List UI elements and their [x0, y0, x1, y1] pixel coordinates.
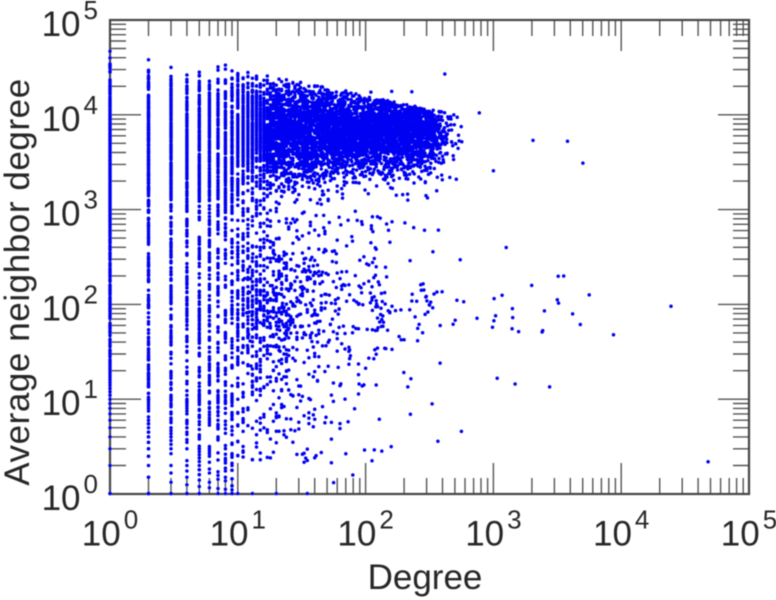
svg-text:Degree: Degree: [368, 558, 483, 597]
svg-text:105: 10 5: [42, 0, 98, 44]
svg-text:105: 10 5: [721, 505, 776, 554]
svg-text:101: 10 1: [210, 505, 266, 554]
svg-text:102: 10 2: [42, 279, 98, 328]
svg-text:103: 10 3: [465, 505, 521, 554]
svg-text:104: 10 4: [42, 90, 98, 139]
svg-text:Average neighbor degree: Average neighbor degree: [0, 78, 37, 486]
svg-text:103: 10 3: [42, 185, 98, 234]
svg-text:102: 10 2: [337, 505, 393, 554]
svg-text:101: 10 1: [42, 374, 98, 423]
svg-text:100: 10 0: [42, 469, 98, 518]
svg-text:100: 10 0: [82, 505, 138, 554]
svg-text:104: 10 4: [593, 505, 649, 554]
